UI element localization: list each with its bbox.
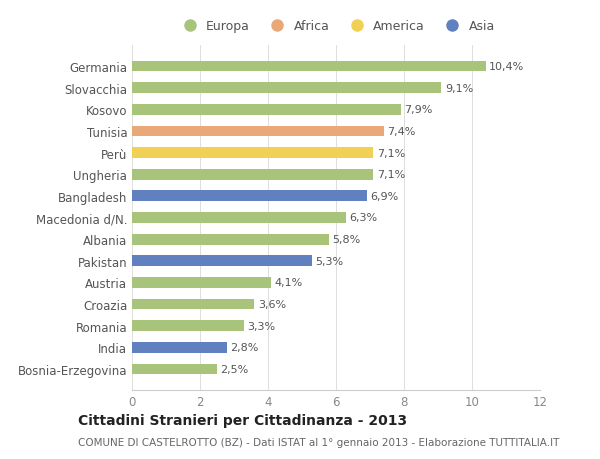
Text: 7,4%: 7,4% — [387, 127, 415, 137]
Text: 5,8%: 5,8% — [332, 235, 361, 245]
Text: 6,3%: 6,3% — [350, 213, 378, 223]
Bar — [132, 277, 271, 288]
Bar — [132, 191, 367, 202]
Bar — [132, 342, 227, 353]
Bar — [132, 299, 254, 310]
Legend: Europa, Africa, America, Asia: Europa, Africa, America, Asia — [175, 18, 497, 36]
Bar — [132, 105, 401, 116]
Bar — [132, 169, 373, 180]
Text: 7,1%: 7,1% — [377, 148, 405, 158]
Text: COMUNE DI CASTELROTTO (BZ) - Dati ISTAT al 1° gennaio 2013 - Elaborazione TUTTIT: COMUNE DI CASTELROTTO (BZ) - Dati ISTAT … — [78, 437, 559, 447]
Text: 4,1%: 4,1% — [275, 278, 303, 288]
Bar — [132, 364, 217, 375]
Text: 9,1%: 9,1% — [445, 84, 473, 94]
Bar — [132, 83, 442, 94]
Text: 3,6%: 3,6% — [258, 299, 286, 309]
Text: Cittadini Stranieri per Cittadinanza - 2013: Cittadini Stranieri per Cittadinanza - 2… — [78, 414, 407, 428]
Text: 2,5%: 2,5% — [220, 364, 248, 374]
Bar — [132, 126, 383, 137]
Bar — [132, 320, 244, 331]
Bar — [132, 234, 329, 245]
Text: 7,9%: 7,9% — [404, 105, 433, 115]
Text: 10,4%: 10,4% — [489, 62, 524, 72]
Bar — [132, 213, 346, 224]
Text: 2,8%: 2,8% — [230, 342, 259, 353]
Text: 5,3%: 5,3% — [316, 256, 344, 266]
Bar — [132, 256, 312, 267]
Text: 6,9%: 6,9% — [370, 191, 398, 202]
Bar — [132, 148, 373, 159]
Text: 3,3%: 3,3% — [248, 321, 276, 331]
Text: 7,1%: 7,1% — [377, 170, 405, 180]
Bar — [132, 62, 485, 73]
